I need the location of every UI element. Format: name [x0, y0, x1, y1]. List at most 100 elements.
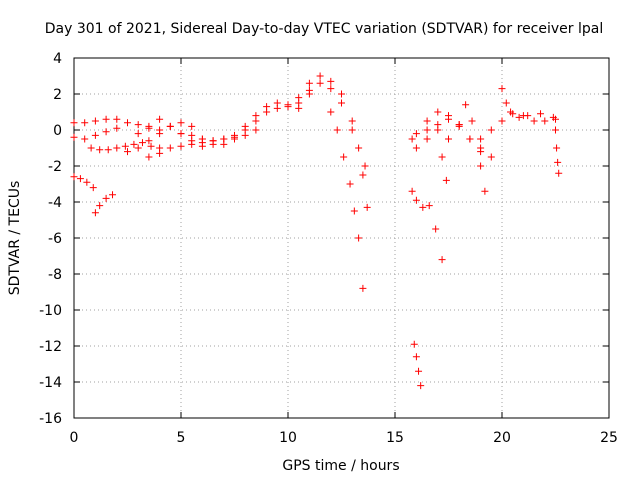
- data-point: [91, 209, 99, 217]
- data-point: [188, 122, 196, 130]
- y-tick-label: -2: [48, 159, 62, 175]
- data-point: [70, 133, 78, 141]
- data-point: [477, 144, 485, 152]
- data-point: [348, 126, 356, 134]
- data-point: [188, 131, 196, 139]
- series-arc-drop: [408, 187, 446, 264]
- series-arc-early-top: [70, 115, 121, 127]
- data-point: [295, 94, 303, 102]
- data-point: [423, 117, 431, 125]
- data-point: [177, 130, 185, 138]
- data-point: [113, 144, 121, 152]
- data-point: [284, 101, 292, 109]
- data-point: [177, 119, 185, 127]
- data-point: [124, 119, 131, 127]
- y-tick-label: -4: [48, 195, 62, 211]
- data-point: [113, 124, 121, 132]
- data-point: [124, 148, 131, 156]
- data-point: [109, 191, 117, 199]
- data-point: [412, 353, 420, 361]
- data-point: [442, 176, 450, 184]
- series-arc-afternoon-b: [423, 115, 495, 161]
- data-point: [438, 256, 446, 264]
- data-point: [134, 121, 142, 129]
- data-point: [408, 135, 416, 143]
- data-point: [327, 85, 335, 93]
- data-point: [102, 128, 110, 136]
- data-point: [91, 117, 99, 125]
- data-point: [434, 108, 442, 116]
- x-axis-label: GPS time / hours: [282, 458, 399, 474]
- data-point: [425, 202, 433, 210]
- series-arc-early-low: [87, 139, 164, 154]
- data-point: [412, 144, 420, 152]
- series-arc-peak: [295, 72, 369, 170]
- data-point: [96, 146, 104, 154]
- data-point: [188, 140, 196, 148]
- data-point: [507, 108, 515, 116]
- data-point: [156, 149, 164, 157]
- series-arc-plunge: [327, 108, 367, 292]
- data-point: [145, 122, 153, 130]
- data-point: [156, 115, 164, 123]
- data-point: [104, 146, 112, 154]
- data-point: [502, 99, 510, 107]
- data-point: [70, 119, 78, 127]
- data-point: [487, 126, 495, 134]
- data-point: [432, 225, 440, 233]
- chart-title: Day 301 of 2021, Sidereal Day-to-day VTE…: [45, 21, 603, 37]
- grid-lines: [74, 58, 609, 418]
- data-point: [145, 153, 153, 161]
- data-point: [166, 144, 174, 152]
- data-point: [419, 203, 427, 211]
- y-tick-label: -6: [48, 231, 62, 247]
- data-point: [70, 173, 78, 181]
- data-point: [147, 142, 155, 150]
- series-arc-evening: [477, 110, 559, 143]
- x-tick-label: 10: [279, 430, 297, 446]
- data-point: [498, 85, 506, 93]
- data-point: [487, 153, 495, 161]
- data-point: [145, 137, 153, 145]
- x-tick-label: 0: [70, 430, 79, 446]
- data-point: [408, 187, 416, 195]
- data-point: [83, 178, 91, 186]
- y-tick-label: -12: [39, 339, 62, 355]
- data-point: [102, 194, 110, 202]
- data-point: [410, 340, 418, 348]
- y-tick-label: -14: [39, 375, 62, 391]
- data-point: [198, 135, 206, 143]
- x-tick-label: 25: [600, 430, 618, 446]
- series-arc-afternoon-c: [412, 126, 450, 184]
- data-point: [121, 142, 129, 150]
- data-point: [423, 126, 431, 134]
- data-point: [316, 72, 324, 80]
- data-point: [305, 86, 313, 94]
- data-point: [346, 180, 354, 188]
- data-point: [113, 115, 121, 123]
- series-arc-evening-b: [498, 85, 557, 121]
- y-tick-label: 0: [53, 123, 62, 139]
- x-tick-label: 15: [386, 430, 404, 446]
- data-point: [134, 130, 142, 138]
- y-axis-label: SDTVAR / TECUs: [7, 181, 23, 296]
- data-point: [273, 99, 281, 107]
- data-point: [209, 137, 217, 145]
- data-point: [363, 203, 371, 211]
- data-point: [252, 126, 260, 134]
- data-point: [549, 113, 557, 121]
- data-point: [156, 130, 164, 138]
- data-point: [220, 140, 228, 148]
- series-arc-peak-b: [305, 79, 371, 211]
- data-point: [338, 90, 345, 98]
- data-point: [423, 135, 431, 143]
- data-point: [348, 117, 356, 125]
- data-point: [295, 104, 303, 112]
- data-point: [552, 126, 559, 134]
- y-tick-label: 4: [53, 51, 62, 67]
- data-point: [555, 169, 563, 177]
- series-arc-end: [552, 126, 563, 177]
- y-tick-label: -8: [48, 267, 62, 283]
- data-point: [412, 130, 420, 138]
